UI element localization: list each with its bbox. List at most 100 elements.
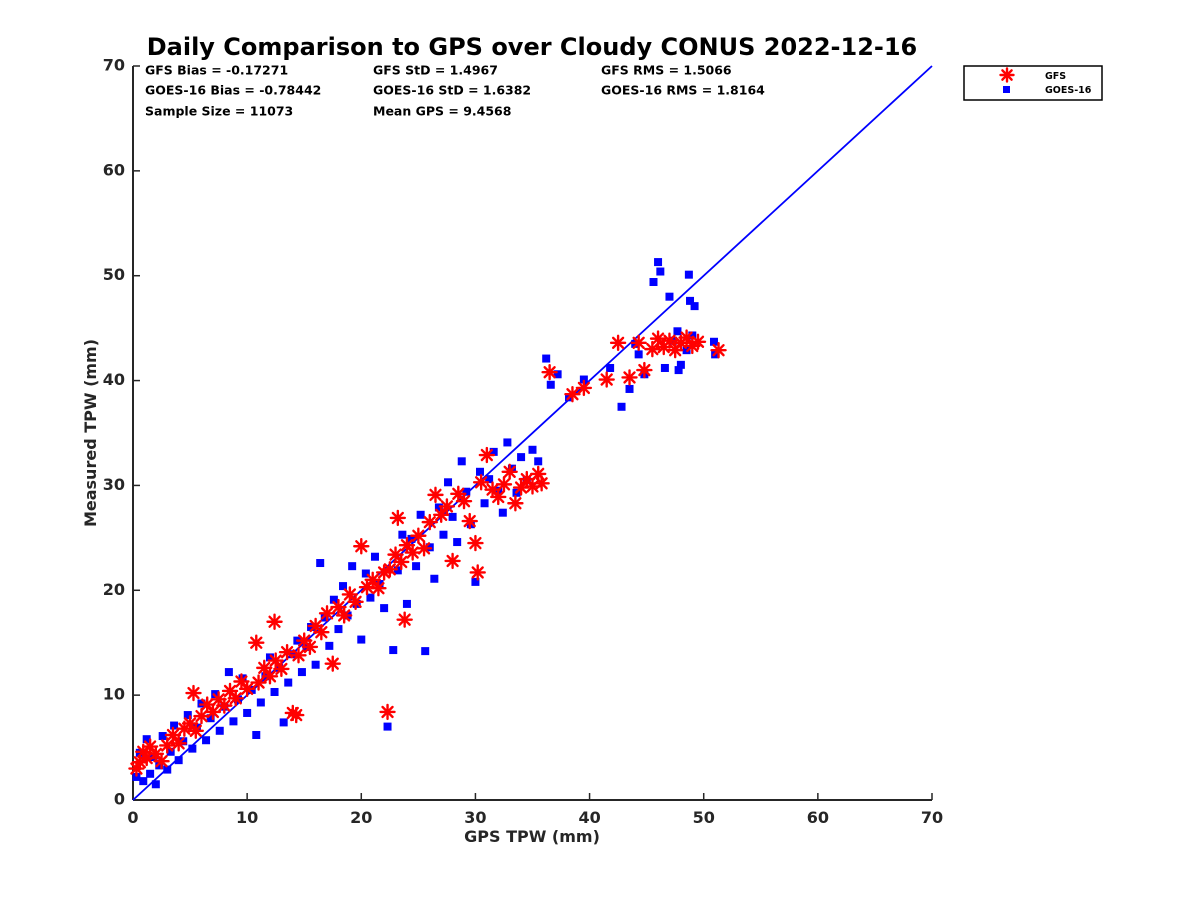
goes16-point (674, 366, 683, 375)
goes16-point (634, 350, 643, 359)
goes16-point (370, 552, 379, 561)
goes16-point (503, 438, 512, 447)
goes16-point (320, 613, 329, 622)
stats-block: GFS Bias = -0.17271 GFS StD = 1.4967 GFS R… (145, 63, 765, 119)
goes16-point (284, 678, 293, 687)
gfs-point (261, 668, 279, 685)
stat-text: GOES-16 RMS = 1.8164 (601, 83, 765, 98)
goes16-point (211, 690, 220, 699)
goes16-point (444, 478, 453, 487)
gfs-point (318, 605, 336, 622)
goes16-point (690, 302, 699, 311)
goes16-point (606, 363, 615, 372)
gfs-point (381, 561, 399, 578)
gfs-point (649, 330, 667, 347)
gfs-point (630, 334, 647, 352)
gfs-point (266, 613, 283, 630)
goes16-point (448, 512, 457, 521)
gfs-point (330, 598, 347, 616)
gfs-point (370, 579, 387, 597)
y-tick-label: 50 (103, 265, 125, 284)
stat-text: GOES-16 Bias = -0.78442 (145, 83, 321, 98)
gfs-point (469, 564, 486, 581)
y-axis-label: Measured TPW (mm) (81, 339, 100, 527)
gfs-point (290, 647, 307, 664)
legend-label-goes16: GOES-16 (1045, 85, 1092, 96)
goes16-point (407, 534, 416, 543)
gfs-point (404, 544, 421, 561)
goes16-point (380, 604, 389, 613)
goes16-point (542, 354, 551, 363)
goes16-point (625, 384, 634, 393)
stat-text: GOES-16 StD = 1.6382 (373, 83, 531, 98)
goes16-point (517, 453, 526, 462)
gfs-point (598, 371, 615, 388)
stat-text: GFS RMS = 1.5066 (601, 63, 732, 78)
gfs-point (193, 707, 210, 725)
gfs-point (250, 674, 267, 691)
gfs-point (313, 624, 330, 641)
goes16-point (229, 717, 238, 726)
goes16-point (453, 538, 462, 547)
goes16-point (383, 722, 392, 731)
gfs-point (379, 703, 396, 721)
axes (132, 66, 932, 801)
goes16-point (188, 744, 197, 753)
gfs-point (389, 509, 407, 527)
gfs-point (216, 697, 233, 714)
gfs-point (636, 361, 653, 379)
gfs-point (347, 593, 364, 611)
goes16-point (339, 582, 348, 591)
goes16-point (202, 736, 211, 745)
gfs-point (227, 690, 244, 707)
goes16-point (329, 595, 338, 604)
gfs-point (490, 488, 507, 506)
goes16-point (416, 510, 425, 519)
goes16-point (183, 711, 192, 720)
gfs-point (455, 492, 473, 510)
y-tick-label: 0 (114, 790, 125, 809)
gfs-point (710, 341, 727, 359)
gfs-point (267, 652, 284, 669)
goes16-point (579, 375, 588, 384)
goes16-point (528, 445, 537, 454)
gfs-point (170, 735, 187, 752)
goes16-point (334, 625, 343, 634)
goes16-point (402, 599, 411, 608)
gfs-point (575, 379, 593, 397)
gfs-point (204, 703, 222, 721)
x-tick-label: 60 (807, 808, 829, 827)
goes16-point (325, 641, 334, 650)
goes16-point (256, 698, 265, 707)
x-tick-label: 0 (127, 808, 138, 827)
goes16-point (243, 708, 252, 717)
gfs-point (256, 659, 273, 677)
goes16-point (179, 737, 188, 746)
goes16-point (170, 721, 179, 730)
goes16-point (265, 653, 274, 662)
y-tick-label: 60 (103, 160, 125, 179)
goes16-point (151, 780, 160, 789)
gfs-point (472, 474, 490, 491)
gfs-point (427, 486, 444, 504)
goes16-point (158, 732, 167, 741)
goes16-point (686, 296, 695, 305)
goes16-point (316, 559, 325, 568)
gfs-point (512, 479, 530, 496)
goes16-point (480, 499, 489, 508)
goes16-point (684, 270, 693, 279)
stat-text: Mean GPS = 9.4568 (373, 104, 511, 119)
gfs-point (324, 655, 341, 672)
goes16-point (457, 457, 466, 466)
gfs-point (396, 611, 413, 628)
y-tick-label: 20 (103, 580, 125, 599)
goes16-point (132, 772, 141, 781)
goes16-point (434, 503, 443, 512)
legend-gfs-marker (999, 67, 1015, 83)
gfs-point (410, 527, 427, 544)
gfs-point (518, 470, 535, 488)
gfs-point (621, 369, 638, 386)
stat-text: GFS Bias = -0.17271 (145, 63, 288, 78)
gfs-point (541, 363, 558, 381)
